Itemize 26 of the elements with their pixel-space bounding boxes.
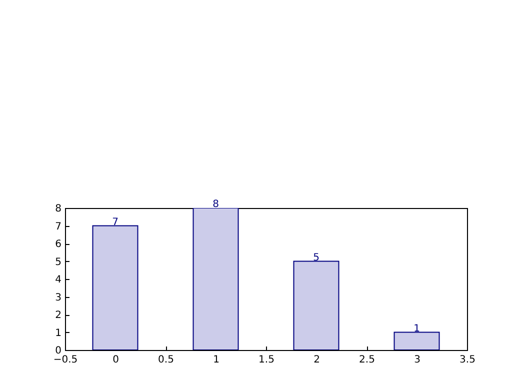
x-tick-label: 2.5 [359,354,375,366]
y-tick-label: 3 [55,292,62,304]
y-tick-label: 6 [55,239,62,250]
data-label: 7 [112,216,118,228]
y-tick-label: 1 [55,328,62,339]
y-tick-label: 5 [55,256,62,268]
bar [192,208,239,350]
bar [293,260,340,350]
data-label: 5 [313,252,320,264]
data-label: 8 [212,199,219,210]
x-tick-label: −0.5 [53,354,78,366]
x-tick-label: 0.5 [158,354,174,366]
y-tick-label: 4 [55,274,62,286]
bar [92,225,138,350]
y-tick-label: 7 [55,221,62,232]
x-tick-label: 0 [112,354,119,366]
x-tick-label: 1 [213,354,220,366]
x-tick-label: 1.5 [258,354,274,366]
y-tick-label: 2 [55,310,62,321]
y-tick-label: 8 [55,204,62,214]
bar [394,332,440,350]
x-tick-label: 2 [314,354,320,366]
x-tick-label: 3.5 [460,354,476,366]
y-tick-label: 0 [55,346,62,356]
x-tick-label: 3 [414,354,420,366]
data-label: 1 [414,323,420,334]
